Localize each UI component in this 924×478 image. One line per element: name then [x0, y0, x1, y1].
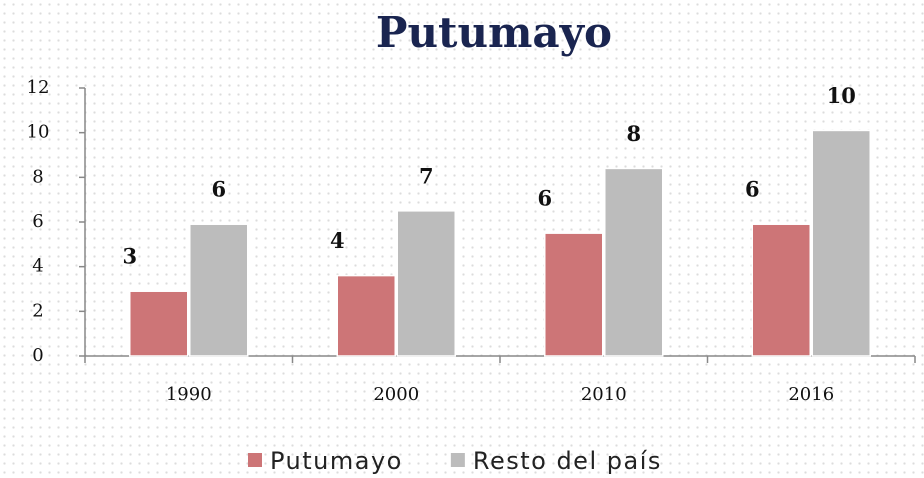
y-tick-label: 12: [27, 77, 50, 98]
x-tick-label: 2016: [788, 384, 834, 405]
y-tick-label: 8: [32, 166, 43, 187]
legend-label: Putumayo: [270, 447, 403, 475]
y-tick-label: 6: [32, 211, 43, 232]
data-label: 6: [537, 186, 552, 211]
bar: [811, 129, 871, 357]
data-label: 8: [626, 121, 641, 146]
y-tick-label: 4: [32, 256, 43, 277]
chart-title: Putumayo: [376, 8, 612, 57]
bar: [129, 290, 189, 357]
legend-label: Resto del país: [473, 447, 662, 475]
legend-swatch: [248, 453, 262, 467]
bar: [336, 274, 396, 357]
x-tick-label: 2010: [581, 384, 627, 405]
data-label: 6: [745, 177, 760, 202]
data-label: 7: [419, 163, 434, 188]
bar: [751, 223, 811, 357]
x-tick-label: 1990: [166, 384, 212, 405]
y-tick-label: 0: [32, 345, 43, 366]
data-label: 6: [211, 177, 226, 202]
bar: [544, 232, 604, 357]
bar: [604, 167, 664, 357]
y-tick-label: 2: [32, 300, 43, 321]
bar: [189, 223, 249, 357]
bar: [396, 210, 456, 357]
data-label: 10: [827, 83, 856, 108]
data-label: 3: [122, 244, 137, 269]
y-tick-label: 10: [27, 122, 50, 143]
x-tick-label: 2000: [373, 384, 419, 405]
legend-swatch: [450, 453, 465, 467]
data-label: 4: [330, 228, 345, 253]
